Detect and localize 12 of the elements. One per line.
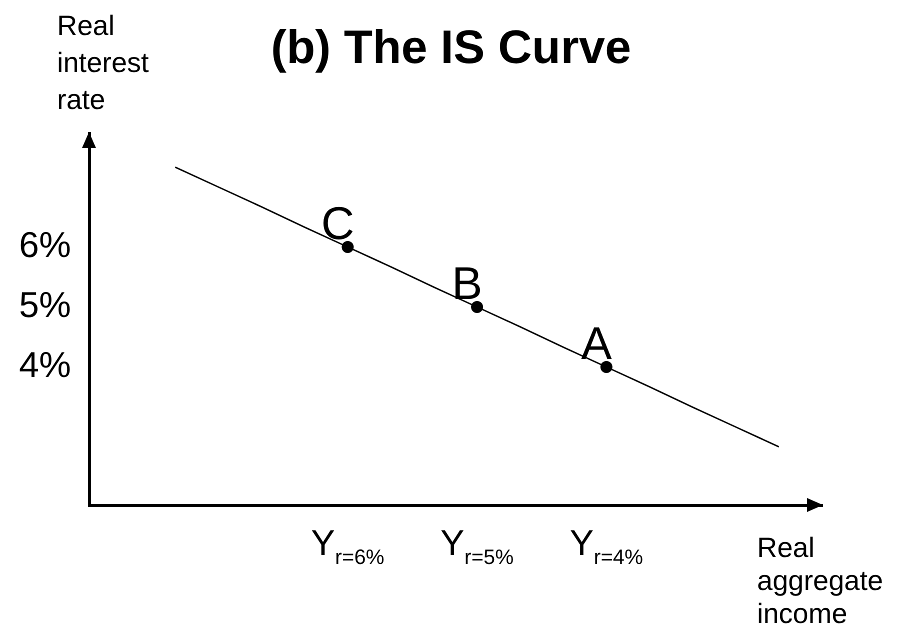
- annotation: A: [581, 317, 612, 369]
- x-tick-label: Y$_{r=5%}$: [440, 522, 514, 569]
- y-axis-title: Real interest rate: [57, 9, 150, 117]
- annotation: C: [321, 197, 354, 249]
- x-axis-title: Real aggregate income: [757, 531, 884, 630]
- x-tick-label: Y$_{r=4%}$: [570, 522, 644, 569]
- y-tick-label: 5%: [18, 284, 71, 325]
- y-tick-label: 6%: [18, 224, 71, 265]
- chart-title: (b) The IS Curve: [270, 20, 632, 73]
- annotation: B: [452, 257, 482, 309]
- y-tick-label: 4%: [18, 344, 71, 385]
- x-tick-label: Y$_{r=6%}$: [311, 522, 384, 569]
